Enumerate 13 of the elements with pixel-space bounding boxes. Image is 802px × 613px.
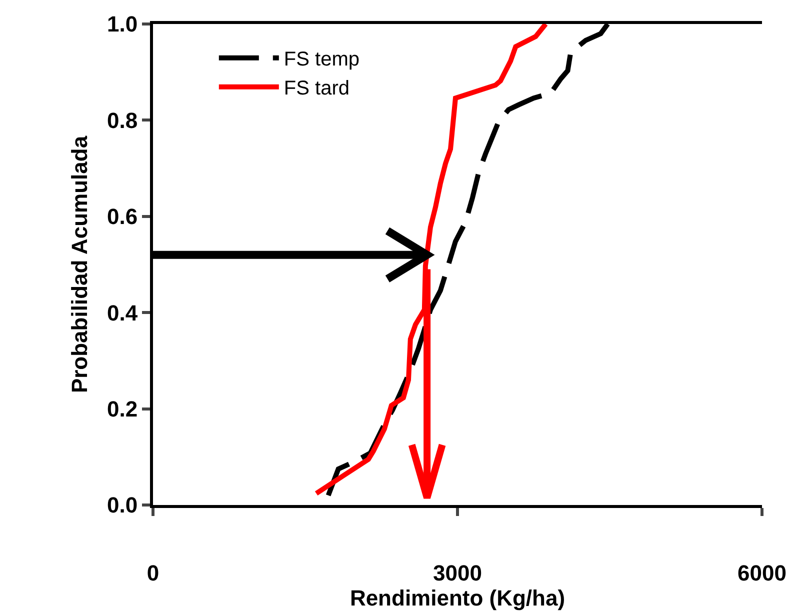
y-tick-label: 1.0: [107, 12, 138, 37]
y-tick-label: 0.4: [107, 300, 138, 326]
x-axis-title: Rendimiento (Kg/ha): [350, 585, 566, 610]
x-tick-label: 0: [146, 560, 160, 586]
y-axis-title: Probabilidad Acumulada: [66, 135, 92, 394]
y-tick-label: 0.0: [107, 492, 138, 518]
x-tick-label: 6000: [738, 560, 786, 586]
y-tick-label: 0.8: [107, 108, 138, 133]
legend-label: FS tard: [284, 78, 350, 100]
y-tick-label: 0.2: [107, 396, 138, 422]
x-tick-label: 3000: [433, 560, 482, 586]
legend-label: FS temp: [284, 48, 360, 71]
y-tick-label: 0.6: [107, 204, 138, 230]
